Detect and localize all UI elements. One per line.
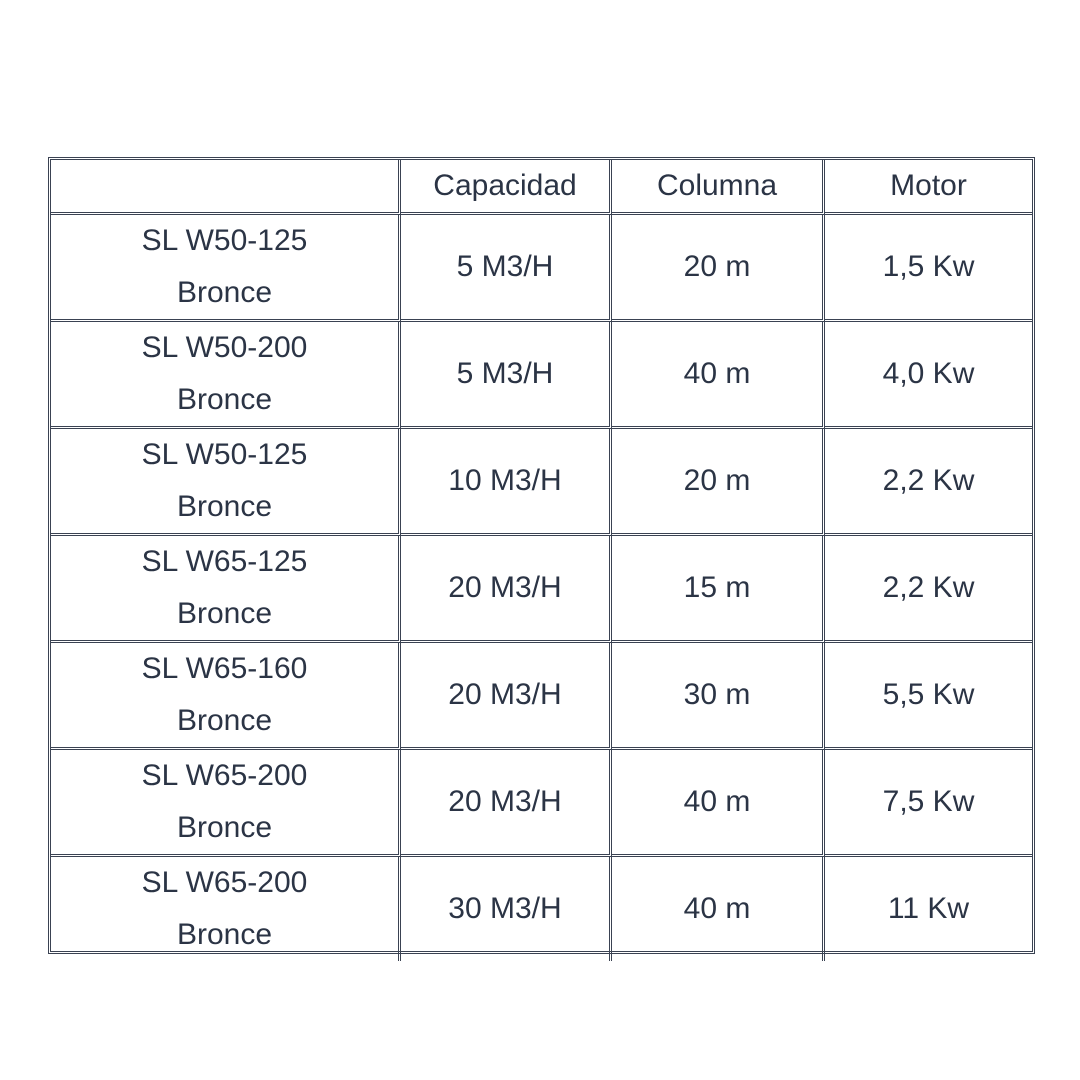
model-cell-text: SL W65-125 xyxy=(141,545,308,578)
capacidad-cell: 5 M3/H xyxy=(401,322,612,429)
model-cell: SL W65-200 Bronce xyxy=(51,857,401,961)
header-cell: Motor xyxy=(825,160,1032,215)
capacidad-cell-text: 20 M3/H xyxy=(448,785,562,818)
columna-cell-text: 15 m xyxy=(683,571,751,604)
columna-cell: 40 m xyxy=(612,322,825,429)
model-cell-text: SL W50-125 xyxy=(141,224,308,257)
model-cell: SL W65-200 Bronce xyxy=(51,750,401,857)
model-cell: SL W50-200 Bronce xyxy=(51,322,401,429)
capacidad-cell-text: 5 M3/H xyxy=(456,357,554,390)
header-cell xyxy=(51,160,401,215)
model-cell-text: Bronce xyxy=(176,597,273,630)
motor-cell: 2,2 Kw xyxy=(825,429,1032,536)
model-cell-text: Bronce xyxy=(176,704,273,737)
motor-cell-text: 2,2 Kw xyxy=(882,464,975,497)
model-cell-text: Bronce xyxy=(176,811,273,844)
model-cell-text: SL W50-125 xyxy=(141,438,308,471)
motor-cell: 7,5 Kw xyxy=(825,750,1032,857)
columna-cell-text: 20 m xyxy=(683,250,751,283)
header-cell: Columna xyxy=(612,160,825,215)
capacidad-cell: 10 M3/H xyxy=(401,429,612,536)
columna-cell-text: 30 m xyxy=(683,678,751,711)
header-cell-text: Motor xyxy=(890,169,967,202)
capacidad-cell-text: 20 M3/H xyxy=(448,678,562,711)
model-cell-text: Bronce xyxy=(176,490,273,523)
header-cell: Capacidad xyxy=(401,160,612,215)
columna-cell: 20 m xyxy=(612,215,825,322)
motor-cell: 1,5 Kw xyxy=(825,215,1032,322)
motor-cell-text: 11 Kw xyxy=(887,892,970,925)
motor-cell-text: 7,5 Kw xyxy=(882,785,975,818)
capacidad-cell: 20 M3/H xyxy=(401,536,612,643)
specs-table: Capacidad Columna Motor SL W50-125 Bronce 5 M… xyxy=(48,157,1035,961)
motor-cell: 2,2 Kw xyxy=(825,536,1032,643)
columna-cell-text: 40 m xyxy=(683,357,751,390)
columna-cell-text: 40 m xyxy=(683,892,751,925)
motor-cell: 4,0 Kw xyxy=(825,322,1032,429)
columna-cell-text: 40 m xyxy=(683,785,751,818)
columna-cell: 20 m xyxy=(612,429,825,536)
capacidad-cell: 5 M3/H xyxy=(401,215,612,322)
columna-cell: 15 m xyxy=(612,536,825,643)
model-cell-text: SL W65-200 xyxy=(141,759,308,792)
capacidad-cell-text: 10 M3/H xyxy=(448,464,562,497)
columna-cell-text: 20 m xyxy=(683,464,751,497)
capacidad-cell: 20 M3/H xyxy=(401,750,612,857)
model-cell: SL W65-160 Bronce xyxy=(51,643,401,750)
motor-cell-text: 5,5 Kw xyxy=(882,678,975,711)
model-cell-text: Bronce xyxy=(176,918,273,951)
header-cell-text: Capacidad xyxy=(433,169,577,202)
capacidad-cell-text: 20 M3/H xyxy=(448,571,562,604)
columna-cell: 30 m xyxy=(612,643,825,750)
model-cell-text: Bronce xyxy=(176,276,273,309)
motor-cell: 11 Kw xyxy=(825,857,1032,961)
motor-cell-text: 2,2 Kw xyxy=(882,571,975,604)
model-cell: SL W65-125 Bronce xyxy=(51,536,401,643)
header-cell-text: Columna xyxy=(656,169,778,202)
model-cell-text: SL W65-200 xyxy=(141,866,308,899)
model-cell-text: SL W65-160 xyxy=(141,652,308,685)
capacidad-cell: 30 M3/H xyxy=(401,857,612,961)
model-cell: SL W50-125 Bronce xyxy=(51,429,401,536)
motor-cell-text: 4,0 Kw xyxy=(882,357,975,390)
capacidad-cell-text: 5 M3/H xyxy=(456,250,554,283)
model-cell-text: SL W50-200 xyxy=(141,331,308,364)
motor-cell: 5,5 Kw xyxy=(825,643,1032,750)
model-cell: SL W50-125 Bronce xyxy=(51,215,401,322)
motor-cell-text: 1,5 Kw xyxy=(882,250,975,283)
capacidad-cell-text: 30 M3/H xyxy=(448,892,562,925)
columna-cell: 40 m xyxy=(612,750,825,857)
capacidad-cell: 20 M3/H xyxy=(401,643,612,750)
model-cell-text: Bronce xyxy=(176,383,273,416)
columna-cell: 40 m xyxy=(612,857,825,961)
